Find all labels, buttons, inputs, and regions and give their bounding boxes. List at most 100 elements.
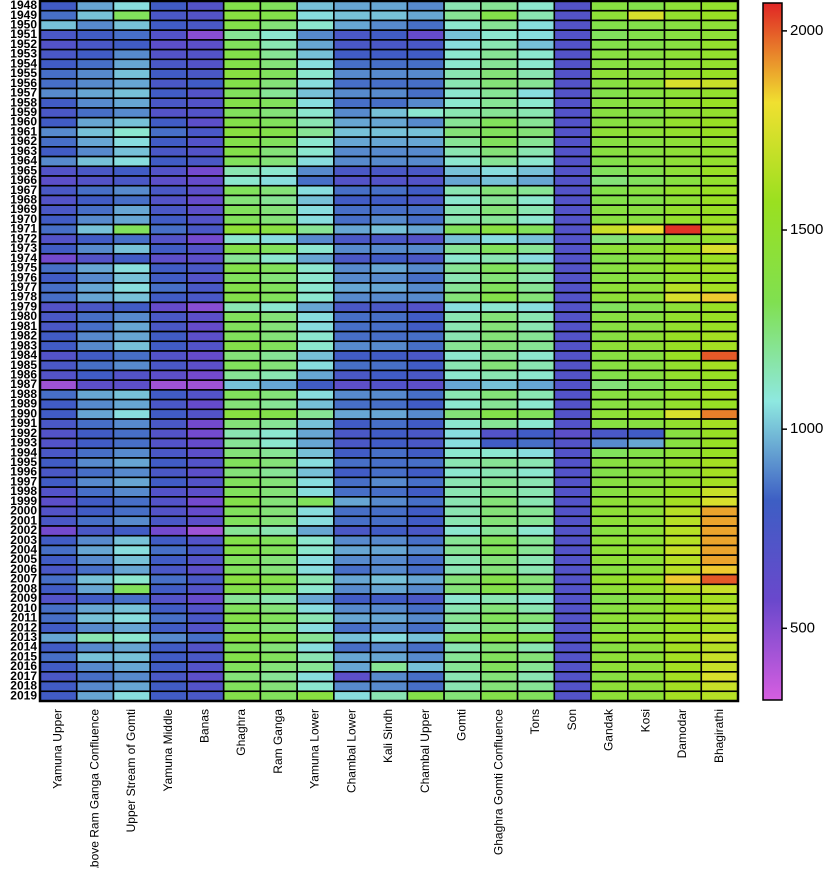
heatmap-cell xyxy=(516,233,556,245)
heatmap-cell xyxy=(333,262,372,275)
heatmap-cell xyxy=(553,87,592,100)
heatmap-cell xyxy=(590,272,629,284)
y-tick-label: 1973 xyxy=(10,241,37,255)
heatmap-cell xyxy=(369,68,409,80)
heatmap-cell xyxy=(626,359,666,372)
heatmap-cell xyxy=(222,223,262,236)
heatmap-cell xyxy=(222,612,262,625)
heatmap-cell xyxy=(406,369,445,381)
colorbar-tick-label: 2000 xyxy=(790,22,823,39)
heatmap-cell xyxy=(369,583,409,595)
heatmap-cell xyxy=(259,573,298,586)
heatmap-cell xyxy=(406,602,445,615)
heatmap-cell xyxy=(39,9,78,22)
heatmap-cell xyxy=(75,447,115,459)
heatmap-cell xyxy=(39,379,78,391)
heatmap-cell xyxy=(480,593,519,605)
heatmap-cell xyxy=(222,272,262,284)
heatmap-cell xyxy=(186,136,225,148)
heatmap-cell xyxy=(700,107,739,119)
heatmap-cell xyxy=(112,233,152,245)
heatmap-cell xyxy=(663,505,703,518)
heatmap-cell xyxy=(516,690,556,702)
heatmap-cell xyxy=(553,223,592,236)
heatmap-cell xyxy=(480,116,519,129)
heatmap-cell xyxy=(480,389,519,401)
heatmap-cell xyxy=(369,87,409,100)
heatmap-cell xyxy=(222,252,262,265)
heatmap-cell xyxy=(369,457,409,469)
heatmap-cell xyxy=(553,418,592,430)
heatmap-cell xyxy=(590,194,629,206)
heatmap-cell xyxy=(296,457,335,469)
heatmap-cell xyxy=(333,97,372,109)
heatmap-cell xyxy=(369,389,409,401)
heatmap-cell xyxy=(406,680,445,693)
heatmap-cell xyxy=(112,398,152,411)
heatmap-cell xyxy=(663,19,703,31)
heatmap-cell xyxy=(626,282,666,294)
heatmap-cell xyxy=(333,330,372,343)
heatmap-cell xyxy=(406,233,445,245)
heatmap-cell xyxy=(406,359,445,372)
heatmap-cell xyxy=(333,116,372,129)
heatmap-cell xyxy=(406,534,445,547)
heatmap-cell xyxy=(75,68,115,80)
heatmap-cell xyxy=(516,282,556,294)
heatmap-cell xyxy=(75,496,115,508)
heatmap-cell xyxy=(259,243,298,255)
heatmap-cell xyxy=(369,690,409,702)
heatmap-cell xyxy=(553,622,592,634)
heatmap-cell xyxy=(626,505,666,518)
heatmap-cell xyxy=(590,427,629,440)
y-tick-label: 1955 xyxy=(10,66,37,80)
heatmap-cell xyxy=(590,87,629,100)
heatmap-cell xyxy=(663,622,703,634)
heatmap-cell xyxy=(149,301,188,313)
heatmap-cell xyxy=(186,155,225,168)
heatmap-cell xyxy=(149,408,188,420)
heatmap-cell xyxy=(590,350,629,362)
heatmap-cell xyxy=(112,87,152,100)
heatmap-cell xyxy=(700,690,739,702)
heatmap-cell xyxy=(626,398,666,411)
heatmap-cell xyxy=(480,252,519,265)
heatmap-cell xyxy=(222,0,262,12)
heatmap-cell xyxy=(553,680,592,693)
heatmap-cell xyxy=(369,165,409,177)
heatmap-cell xyxy=(296,379,335,391)
heatmap-cell xyxy=(590,29,629,41)
heatmap-cell xyxy=(700,457,739,469)
heatmap-cell xyxy=(222,330,262,343)
heatmap-cell xyxy=(590,311,629,323)
heatmap-cell xyxy=(663,165,703,177)
heatmap-cell xyxy=(406,525,445,537)
heatmap-cell xyxy=(443,9,482,22)
heatmap-cell xyxy=(149,77,188,90)
heatmap-cell xyxy=(259,671,298,683)
x-tick-label: Upper Stream of Gomti xyxy=(124,709,138,832)
heatmap-cell xyxy=(75,340,115,352)
heatmap-cell xyxy=(333,602,372,615)
heatmap-cell xyxy=(333,58,372,70)
heatmap-cell xyxy=(443,408,482,420)
heatmap-cell xyxy=(112,622,152,634)
heatmap-cell xyxy=(222,146,262,158)
heatmap-cell xyxy=(75,48,115,61)
heatmap-cell xyxy=(626,369,666,381)
heatmap-cell xyxy=(443,0,482,12)
heatmap-cell xyxy=(553,291,592,304)
heatmap-cell xyxy=(553,515,592,527)
heatmap-cell xyxy=(149,184,188,197)
heatmap-cell xyxy=(443,505,482,518)
heatmap-cell xyxy=(369,48,409,61)
y-tick-label: 1986 xyxy=(10,367,37,381)
heatmap-cell xyxy=(222,282,262,294)
heatmap-cell xyxy=(222,398,262,411)
heatmap-cell xyxy=(516,602,556,615)
heatmap-cell xyxy=(222,233,262,245)
heatmap-cell xyxy=(480,301,519,313)
heatmap-cell xyxy=(39,418,78,430)
heatmap-cell xyxy=(663,126,703,138)
heatmap-cell xyxy=(222,9,262,22)
